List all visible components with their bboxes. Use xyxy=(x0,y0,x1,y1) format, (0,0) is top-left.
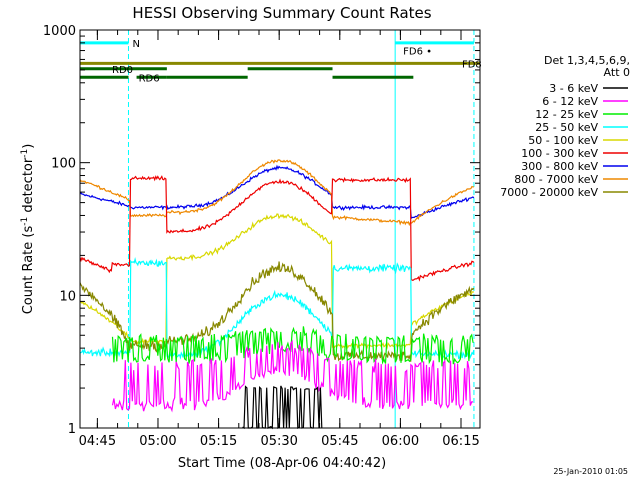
legend-title: Det 1,3,4,5,6,9, xyxy=(544,54,630,67)
series-line-7 xyxy=(79,159,474,227)
series-line-2 xyxy=(111,326,474,367)
legend-label: 3 - 6 keV xyxy=(549,82,598,95)
x-tick-label: 05:15 xyxy=(200,434,237,449)
x-tick-label: 04:45 xyxy=(79,434,116,449)
plot-frame xyxy=(79,29,481,429)
y-tick-label: 10 xyxy=(59,289,76,304)
x-axis-ticks: 04:45 05:00 05:15 05:30 05:45 06:00 06:15 xyxy=(79,30,480,449)
fd8-label: FD8 xyxy=(462,59,482,70)
legend-label: 50 - 100 keV xyxy=(528,134,598,147)
series-line-3 xyxy=(79,256,475,360)
x-tick-label: 05:00 xyxy=(139,434,176,449)
legend-label: 25 - 50 keV xyxy=(535,121,598,134)
series-line-0 xyxy=(242,385,323,430)
y-axis-ticks: 1 10 100 1000 xyxy=(43,24,480,437)
fd6-label: FD6 • xyxy=(403,47,432,58)
legend-label: 800 - 7000 keV xyxy=(514,173,598,186)
legend-label: 300 - 800 keV xyxy=(521,160,598,173)
series-line-4 xyxy=(79,213,474,350)
chart-title: HESSI Observing Summary Count Rates xyxy=(132,4,431,22)
y-axis-label: Count Rate (s-1 detector-1) xyxy=(20,144,36,315)
rd6-label: RD6 xyxy=(139,73,160,84)
y-tick-label: 1 xyxy=(68,422,76,437)
legend-label: 7000 - 20000 keV xyxy=(500,186,598,199)
night-label: N xyxy=(132,39,139,50)
y-tick-label: 100 xyxy=(51,157,76,172)
x-axis-label: Start Time (08-Apr-06 04:40:42) xyxy=(178,456,386,471)
series-line-8 xyxy=(79,261,475,362)
y-tick-label: 1000 xyxy=(43,24,76,39)
legend-label: 6 - 12 keV xyxy=(542,95,598,108)
x-tick-label: 05:45 xyxy=(321,434,358,449)
legend-label: 100 - 300 keV xyxy=(521,147,598,160)
footer-date: 25-Jan-2010 01:05 xyxy=(553,467,628,476)
x-tick-label: 06:15 xyxy=(442,434,479,449)
legend-label: 12 - 25 keV xyxy=(535,108,598,121)
rd0-label: RD0 xyxy=(112,65,133,76)
series-line-5 xyxy=(79,175,475,282)
series-line-1 xyxy=(111,339,474,413)
legend-title: Att 0 xyxy=(604,66,630,79)
x-tick-label: 05:30 xyxy=(260,434,297,449)
x-tick-label: 06:00 xyxy=(382,434,419,449)
plot-area: N FD6 • FD8 RD0 RD6 xyxy=(79,30,482,430)
series-line-6 xyxy=(79,164,475,220)
